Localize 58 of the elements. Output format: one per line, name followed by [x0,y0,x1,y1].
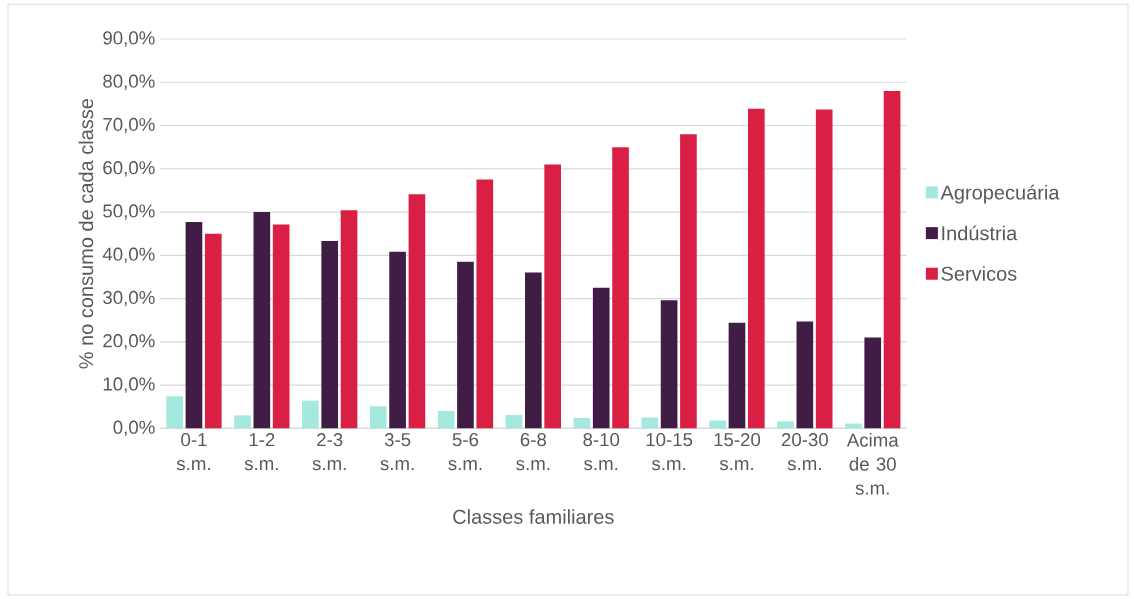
x-tick-label: 6-8 s.m. [516,433,550,471]
legend-label: Agropecuária [940,184,1060,204]
bar [505,414,523,429]
bar [573,417,591,429]
x-tick-label: 15-20 s.m. [714,433,761,471]
x-tick-label: 2-3 s.m. [312,433,346,471]
y-tick-label: 30,0% [103,290,155,307]
y-tick-label: 80,0% [103,74,155,90]
bar [302,400,319,429]
y-tick-label: 10,0% [103,377,155,393]
bar [369,406,387,429]
y-tick-label: 60,0% [103,161,155,177]
bar [437,411,455,429]
y-tick-label: 40,0% [102,247,155,263]
bar [272,224,290,429]
bar [204,233,222,429]
bar [185,221,203,429]
bar [680,134,697,429]
bar [389,251,406,429]
x-tick-label: 0-1 s.m. [176,433,210,471]
bar [709,420,726,429]
bar [234,415,251,429]
bar [641,417,659,429]
bar [457,261,474,429]
legend-label: Servicos [941,266,1017,281]
y-tick-label: 0,0% [113,420,155,437]
bar [864,337,882,429]
bar [592,287,610,429]
bar [253,212,271,429]
bar [815,109,833,429]
bar [796,321,814,429]
bar [321,241,339,429]
bar [408,194,426,429]
x-tick-label: 3-5 s.m. [380,433,414,471]
x-tick-label: 8-10 s.m. [583,433,620,471]
y-tick-label: 90,0% [103,31,155,47]
bar [660,300,678,429]
x-tick-label: 1-2 s.m. [244,433,278,471]
bar [728,322,746,429]
y-tick-label: 70,0% [103,117,155,134]
bar [883,90,901,429]
x-axis-title: Classes familiares [453,509,614,524]
x-tick-label: 5-6 s.m. [448,433,482,471]
bar [777,421,794,429]
bar [525,272,542,429]
bar [476,179,494,429]
legend-label: Indústria [942,225,1018,241]
bar [340,210,358,429]
y-tick-label: 50,0% [103,204,155,220]
bar [747,108,765,429]
x-tick-label: 10-15 s.m. [646,433,693,471]
bar [166,396,183,429]
y-tick-label: 20,0% [103,334,155,350]
bar [544,164,561,429]
x-tick-label: Acima de 30 s.m. [846,433,899,495]
bar [612,147,629,429]
y-axis-title: % no consumo de cada classe [78,98,94,369]
x-tick-label: 20-30 s.m. [781,433,828,471]
